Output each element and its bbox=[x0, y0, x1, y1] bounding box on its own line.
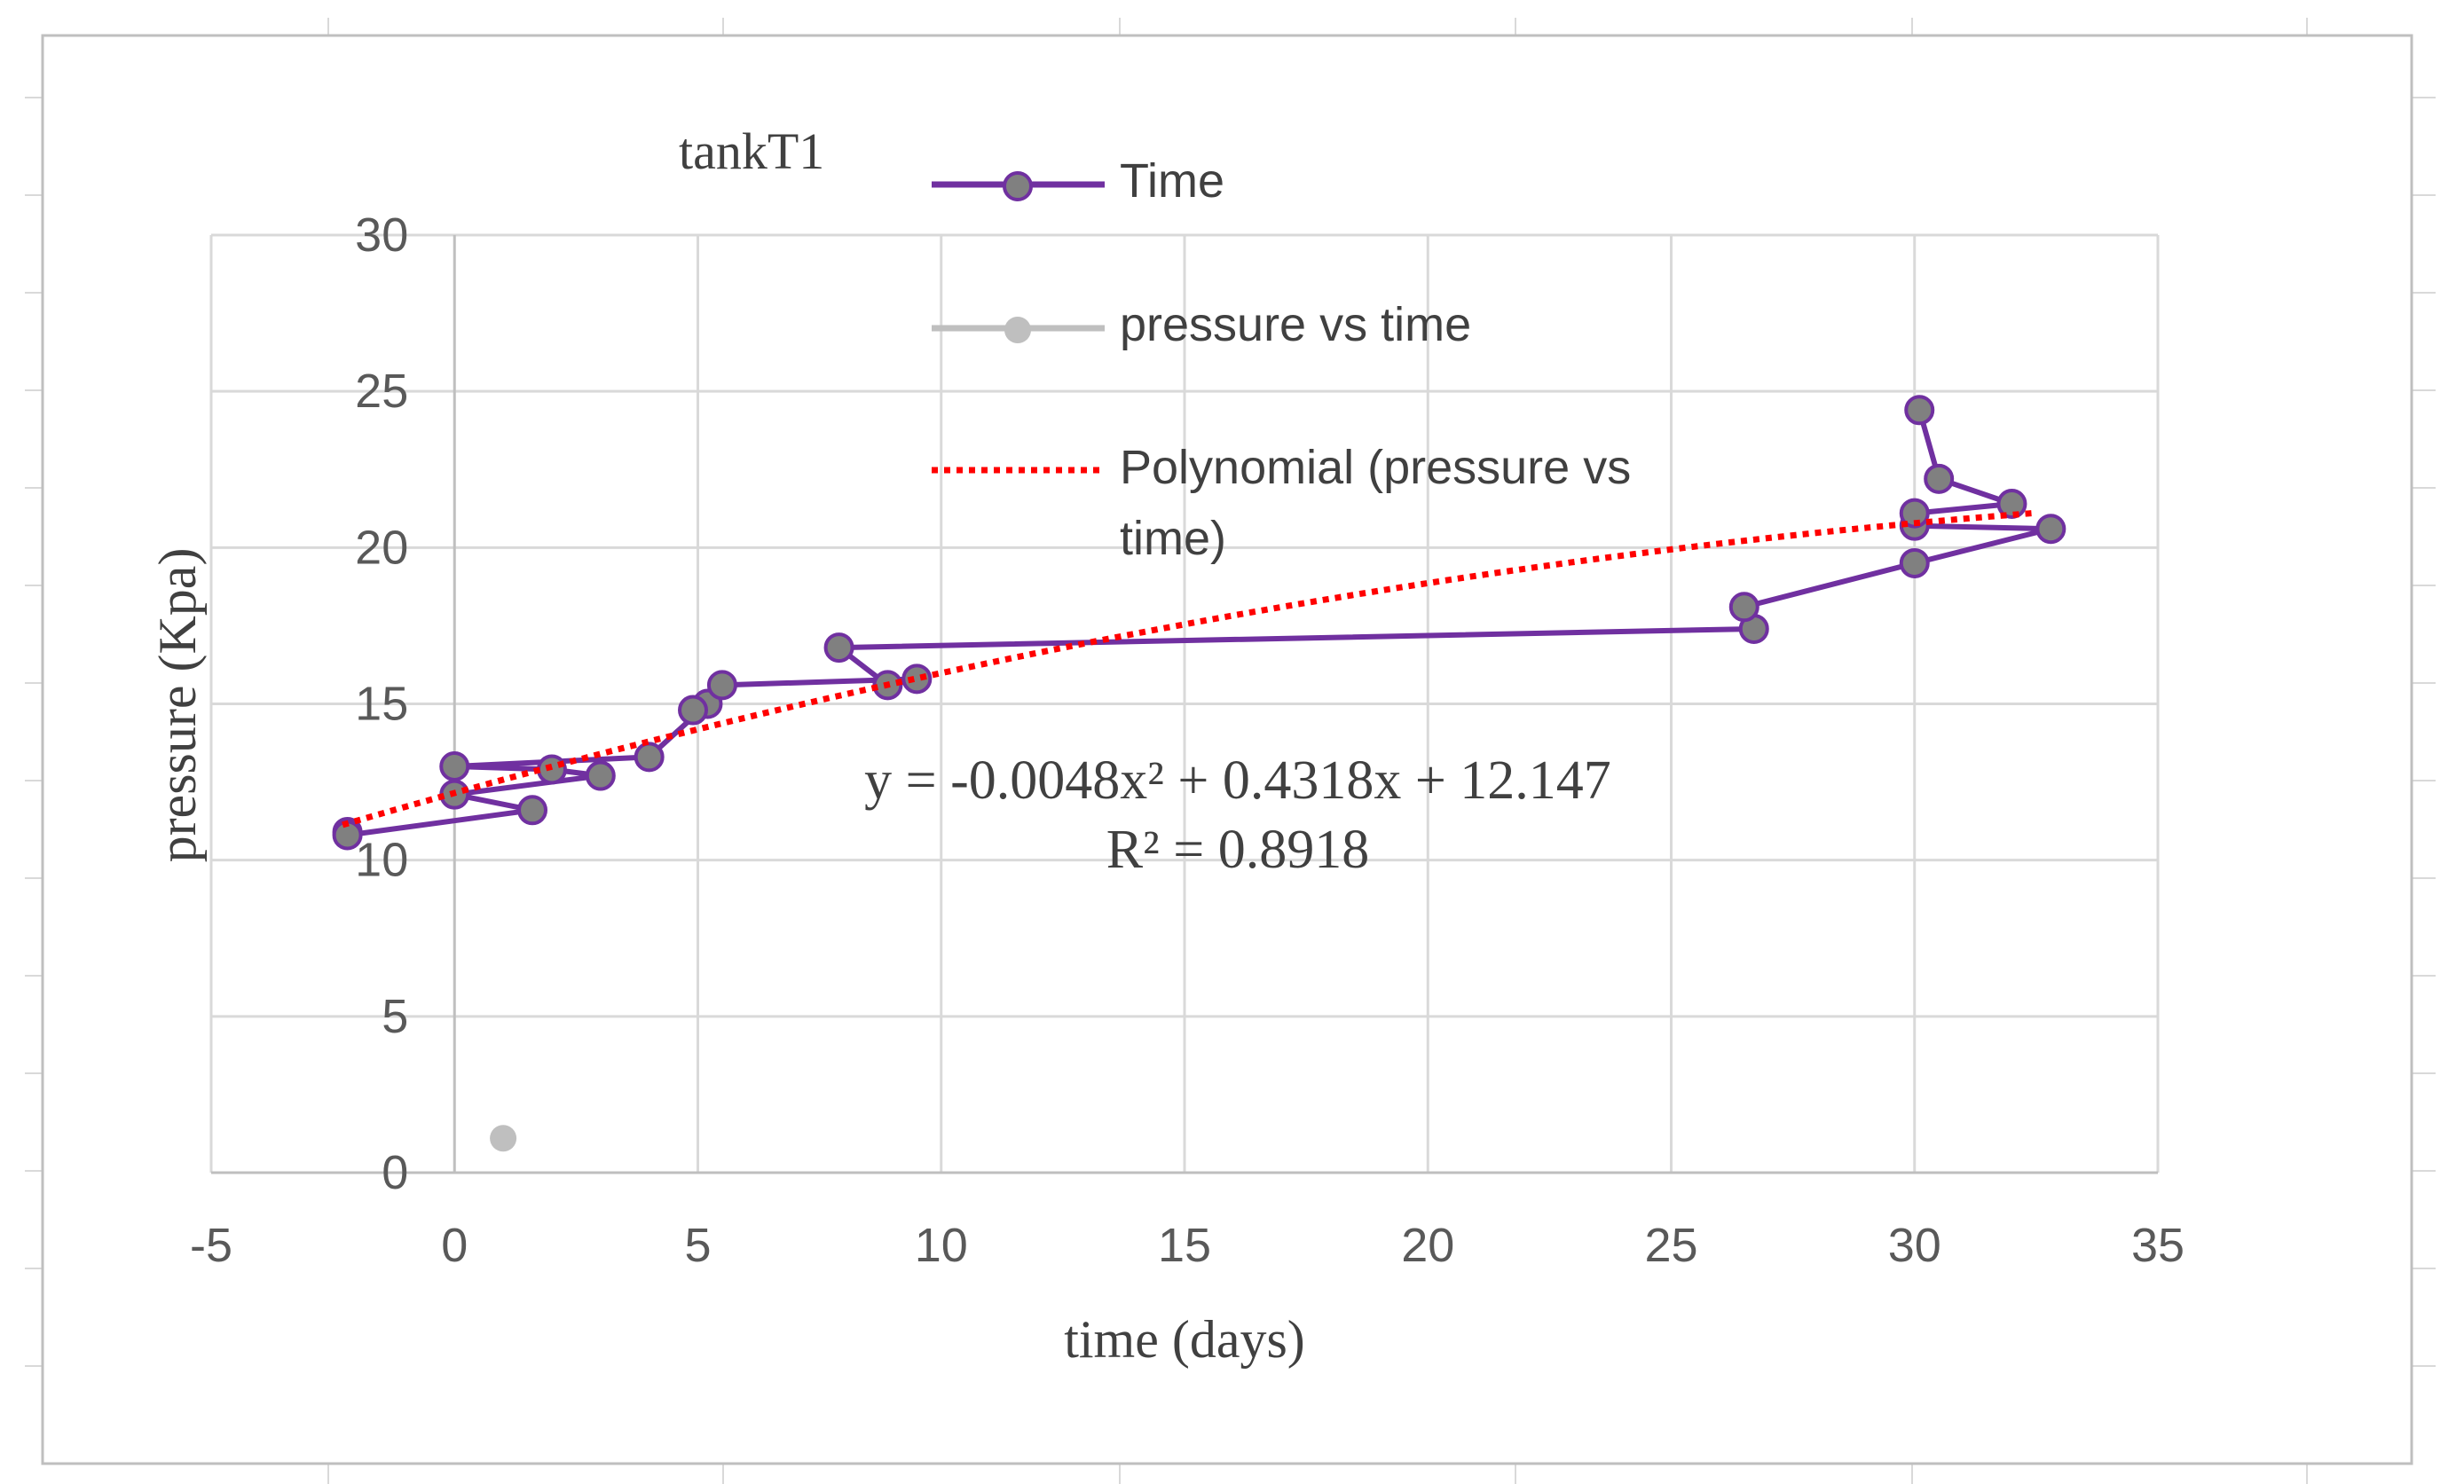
chart-title: tankT1 bbox=[679, 122, 824, 180]
legend-item-pressure-vs-time[interactable]: pressure vs time bbox=[932, 298, 1471, 351]
data-point bbox=[517, 795, 548, 826]
trendline-path bbox=[342, 509, 2037, 828]
legend-marker-pressure-vs-time bbox=[1004, 317, 1031, 343]
trendline-equation: y = -0.0048x² + 0.4318x + 12.147 bbox=[864, 750, 1611, 811]
legend-label-polynomial-line2: time) bbox=[1120, 512, 1226, 565]
tick-labels: 0 5 10 15 20 25 30 -5 0 5 10 15 20 25 30 35 bbox=[190, 208, 2185, 1272]
x-axis-label: time (days) bbox=[1064, 1310, 1305, 1369]
legend-label-pressure-vs-time: pressure vs time bbox=[1120, 298, 1471, 351]
x-tick-label: 5 bbox=[684, 1219, 711, 1272]
legend-label-polynomial-line1: Polynomial (pressure vs bbox=[1120, 441, 1631, 494]
y-tick-label: 5 bbox=[382, 990, 408, 1043]
x-tick-label: 10 bbox=[915, 1219, 968, 1272]
data-point bbox=[1904, 395, 1935, 426]
series-pressure-vs-time bbox=[490, 1125, 517, 1152]
data-point bbox=[823, 632, 854, 663]
data-point bbox=[1924, 463, 1955, 494]
y-tick-label: 0 bbox=[382, 1146, 408, 1199]
data-point bbox=[1899, 498, 1930, 529]
x-tick-label: 0 bbox=[441, 1219, 468, 1272]
x-tick-label: 25 bbox=[1644, 1219, 1697, 1272]
x-tick-label: 30 bbox=[1888, 1219, 1941, 1272]
y-tick-label: 20 bbox=[355, 521, 408, 574]
legend-item-time[interactable]: Time bbox=[932, 154, 1224, 208]
data-point bbox=[490, 1125, 517, 1152]
spreadsheet-grid bbox=[25, 18, 2436, 1484]
legend-item-polynomial[interactable]: Polynomial (pressure vs time) bbox=[932, 441, 1631, 565]
trendline-polynomial bbox=[342, 509, 2037, 828]
y-tick-label: 25 bbox=[355, 365, 408, 418]
chart-frame[interactable] bbox=[41, 34, 2413, 1465]
data-point bbox=[1899, 547, 1930, 578]
x-tick-label: 20 bbox=[1401, 1219, 1454, 1272]
plot-axes bbox=[211, 235, 2158, 1174]
data-point bbox=[634, 742, 665, 773]
data-point bbox=[585, 760, 616, 791]
data-point bbox=[1996, 489, 2027, 520]
y-tick-label: 15 bbox=[355, 678, 408, 731]
data-point bbox=[678, 695, 709, 726]
legend[interactable]: Time pressure vs time Polynomial (pressu… bbox=[932, 154, 1631, 565]
x-tick-label: -5 bbox=[190, 1219, 232, 1272]
data-point bbox=[901, 663, 933, 695]
y-tick-label: 10 bbox=[355, 834, 408, 887]
data-point bbox=[2035, 514, 2066, 545]
data-point bbox=[706, 670, 737, 701]
y-axis-label: pressure (Kpa) bbox=[148, 548, 207, 863]
data-point bbox=[1728, 592, 1759, 623]
x-tick-label: 35 bbox=[2131, 1219, 2185, 1272]
x-tick-label: 15 bbox=[1158, 1219, 1211, 1272]
legend-marker-time bbox=[1003, 171, 1033, 201]
legend-label-time: Time bbox=[1120, 154, 1224, 208]
trendline-r-squared: R² = 0.8918 bbox=[1106, 820, 1369, 880]
y-tick-label: 30 bbox=[355, 208, 408, 262]
data-point bbox=[439, 750, 470, 781]
